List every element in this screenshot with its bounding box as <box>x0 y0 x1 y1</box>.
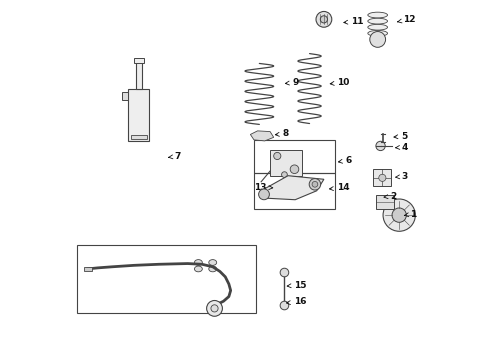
Circle shape <box>376 141 385 150</box>
Bar <box>373 169 392 186</box>
Bar <box>375 195 394 209</box>
Bar <box>270 149 302 176</box>
Circle shape <box>370 32 386 47</box>
Text: 2: 2 <box>384 192 396 201</box>
Text: 15: 15 <box>287 280 306 289</box>
Bar <box>254 173 335 209</box>
Bar <box>84 267 92 271</box>
Bar <box>136 62 142 89</box>
Circle shape <box>309 179 320 190</box>
Circle shape <box>392 208 406 222</box>
Ellipse shape <box>209 266 217 272</box>
Text: 14: 14 <box>329 183 349 192</box>
Text: 11: 11 <box>344 17 364 26</box>
Text: 3: 3 <box>395 172 408 181</box>
Circle shape <box>379 174 386 181</box>
Ellipse shape <box>368 31 388 36</box>
Bar <box>254 140 335 173</box>
Text: 5: 5 <box>394 132 408 141</box>
Text: 4: 4 <box>395 143 408 152</box>
Text: 12: 12 <box>397 15 416 24</box>
Text: 16: 16 <box>287 297 306 306</box>
Circle shape <box>282 172 287 177</box>
Circle shape <box>383 199 416 231</box>
Text: 7: 7 <box>169 152 181 161</box>
Circle shape <box>316 12 332 27</box>
Text: 9: 9 <box>285 78 299 87</box>
Text: 1: 1 <box>404 210 416 219</box>
Text: 8: 8 <box>275 129 289 138</box>
Bar <box>130 135 147 139</box>
Polygon shape <box>261 176 324 200</box>
Circle shape <box>211 305 218 312</box>
Circle shape <box>290 165 299 174</box>
Bar <box>128 89 149 140</box>
Text: 10: 10 <box>330 78 350 87</box>
Polygon shape <box>250 131 274 141</box>
Bar <box>134 58 144 63</box>
Bar <box>77 244 256 313</box>
Ellipse shape <box>368 12 388 18</box>
Circle shape <box>312 181 318 187</box>
Ellipse shape <box>195 260 202 265</box>
Ellipse shape <box>195 266 202 272</box>
Circle shape <box>259 189 270 200</box>
Ellipse shape <box>368 18 388 24</box>
Ellipse shape <box>368 24 388 30</box>
Ellipse shape <box>209 260 217 265</box>
Text: 6: 6 <box>339 156 352 165</box>
Circle shape <box>274 152 281 159</box>
Circle shape <box>280 268 289 277</box>
Circle shape <box>280 301 289 310</box>
Circle shape <box>320 16 327 23</box>
Text: 13: 13 <box>254 183 273 192</box>
Circle shape <box>207 301 222 316</box>
Bar <box>122 92 128 99</box>
